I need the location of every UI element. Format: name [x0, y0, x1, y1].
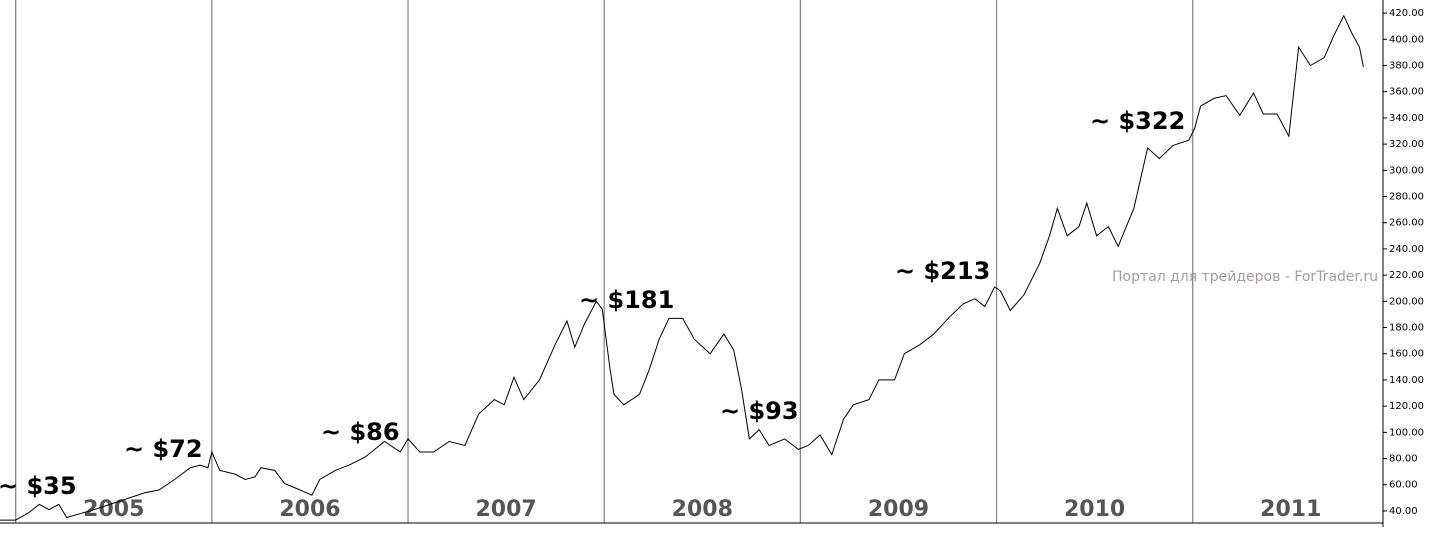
annotation: ~ $213 — [895, 257, 990, 285]
y-tick-label: 380.00 — [1389, 61, 1424, 72]
annotation: ~ $93 — [720, 397, 799, 425]
x-tick-label: 2009 — [868, 497, 929, 522]
y-tick-label: 220.00 — [1389, 270, 1424, 281]
annotation: ~ $72 — [124, 435, 203, 463]
y-tick-label: 300.00 — [1389, 165, 1424, 176]
y-tick-label: 140.00 — [1389, 375, 1424, 386]
y-tick-label: 40.00 — [1389, 506, 1418, 517]
y-tick-label: 260.00 — [1389, 218, 1424, 229]
x-tick-label: 2011 — [1260, 497, 1321, 522]
annotation: ~ $181 — [579, 286, 674, 314]
watermark: Портал для трейдеров - ForTrader.ru — [1112, 269, 1378, 285]
x-tick-label: 2006 — [279, 497, 340, 522]
plot-area: Портал для трейдеров - ForTrader.ru 2005 2… — [0, 0, 1378, 523]
annotation: ~ $35 — [0, 472, 77, 500]
y-tick-label: 180.00 — [1389, 323, 1424, 334]
y-tick-label: 120.00 — [1389, 401, 1424, 412]
y-tick-label: 400.00 — [1389, 34, 1424, 45]
y-tick-label: 60.00 — [1389, 480, 1418, 491]
annotation: ~ $322 — [1090, 107, 1185, 135]
x-tick-label: 2005 — [83, 497, 144, 522]
y-tick-label: 320.00 — [1389, 139, 1424, 150]
y-tick-label: 280.00 — [1389, 192, 1424, 203]
y-tick-label: 80.00 — [1389, 454, 1418, 465]
y-tick-label: 240.00 — [1389, 244, 1424, 255]
y-tick-label: 340.00 — [1389, 113, 1424, 124]
x-tick-label: 2008 — [672, 497, 733, 522]
y-tick-label: 160.00 — [1389, 349, 1424, 360]
x-tick-label: 2007 — [476, 497, 537, 522]
y-tick-label: 200.00 — [1389, 296, 1424, 307]
y-tick-label: 360.00 — [1389, 87, 1424, 98]
y-tick-label: 100.00 — [1389, 427, 1424, 438]
y-tick-label: 420.00 — [1389, 8, 1424, 19]
annotation: ~ $86 — [321, 418, 400, 446]
price-line — [0, 14, 1364, 521]
x-tick-label: 2010 — [1064, 497, 1125, 522]
